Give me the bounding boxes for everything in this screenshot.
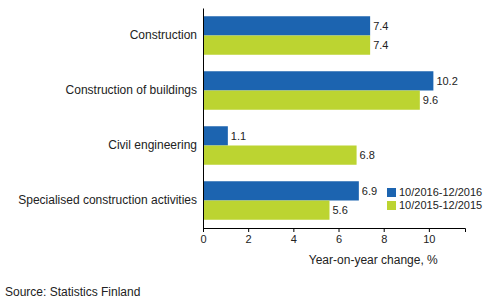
- y-tick-label: Civil engineering: [108, 138, 197, 152]
- bar: [203, 201, 329, 220]
- bar: [203, 71, 433, 90]
- bar: [203, 126, 228, 145]
- data-label: 7.4: [373, 20, 388, 32]
- y-tick-label: Specialised construction activities: [18, 193, 197, 207]
- legend-item: 10/2015-12/2015: [387, 199, 482, 211]
- x-tick-mark: [203, 228, 204, 232]
- legend-label: 10/2015-12/2015: [399, 199, 482, 211]
- legend-swatch: [387, 188, 396, 197]
- data-label: 6.9: [362, 185, 377, 197]
- x-tick-label: 8: [381, 233, 387, 245]
- x-tick-mark: [429, 228, 430, 232]
- bar: [203, 146, 357, 165]
- bar: [203, 16, 370, 35]
- x-axis-line: [204, 229, 466, 233]
- x-tick-mark: [293, 228, 294, 232]
- x-tick-label: 6: [336, 233, 342, 245]
- data-label: 1.1: [231, 130, 246, 142]
- x-tick-mark: [384, 228, 385, 232]
- legend: 10/2016-12/201610/2015-12/2015: [387, 186, 482, 211]
- x-axis: 0 2 4 6 8 10: [200, 228, 465, 245]
- bar: [203, 36, 370, 55]
- legend-swatch: [387, 201, 396, 210]
- y-tick: Civil engineering: [108, 138, 203, 152]
- legend-label: 10/2016-12/2016: [399, 186, 482, 198]
- bar: [203, 181, 359, 200]
- data-label: 10.2: [436, 75, 457, 87]
- x-axis-title: Year-on-year change, %: [309, 253, 438, 267]
- source-note: Source: Statistics Finland: [5, 285, 140, 299]
- y-tick-label: Construction: [130, 28, 197, 42]
- data-label: 5.6: [332, 204, 347, 216]
- x-tick-mark: [339, 228, 340, 232]
- data-label: 6.8: [360, 149, 375, 161]
- x-tick: 6: [336, 228, 342, 245]
- x-tick-label: 4: [291, 233, 297, 245]
- data-label: 9.6: [423, 94, 438, 106]
- data-label: 7.4: [373, 39, 388, 51]
- x-tick-label: 2: [246, 233, 252, 245]
- y-tick: Specialised construction activities: [18, 193, 203, 207]
- y-axis: Construction Construction of buildings Civ…: [18, 9, 203, 229]
- legend-item: 10/2016-12/2016: [387, 186, 482, 198]
- bar: [203, 91, 420, 110]
- chart: 7.4 10.2 1.1 6.9 7.4 9.6 6.8 5.6 0 2 4 6 8 10 Construc…: [0, 0, 493, 304]
- y-tick: Construction of buildings: [66, 83, 203, 97]
- x-tick-mark: [248, 228, 249, 232]
- y-tick-label: Construction of buildings: [66, 83, 197, 97]
- x-tick: 10: [423, 228, 435, 245]
- y-axis-line: [203, 9, 204, 229]
- x-tick-label: 10: [423, 233, 435, 245]
- x-tick: 2: [246, 228, 252, 245]
- x-tick: 0: [200, 228, 206, 245]
- y-tick: Construction: [130, 28, 203, 42]
- x-tick: 4: [291, 228, 297, 245]
- x-tick-label: 0: [200, 233, 206, 245]
- x-tick: 8: [381, 228, 387, 245]
- plot: 7.4 10.2 1.1 6.9 7.4 9.6 6.8 5.6 0 2 4 6 8 10 Construc…: [18, 9, 482, 268]
